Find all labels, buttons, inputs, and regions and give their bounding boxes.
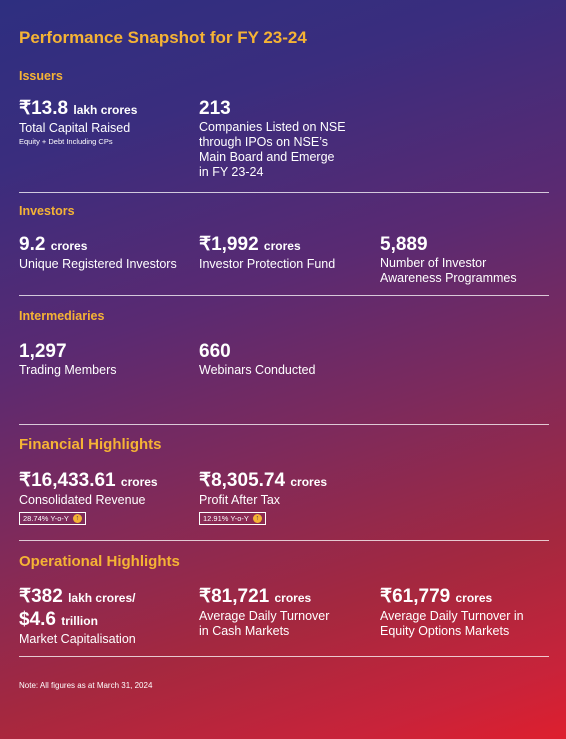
registered-investors-value: 9.2	[19, 234, 46, 255]
registered-investors-label: Unique Registered Investors	[19, 257, 177, 271]
profit-after-tax-value: ₹8,305.74	[199, 470, 286, 491]
options-turnover-unit: crores	[455, 591, 493, 605]
options-turnover-stat: ₹61,779 crores Average Daily Turnover in…	[380, 586, 524, 639]
awareness-programmes-value: 5,889	[380, 234, 428, 255]
webinars-stat: 660 Webinars Conducted	[199, 341, 316, 378]
awareness-programmes-line-2: Awareness Programmes	[380, 271, 517, 285]
market-cap-value-usd: $4.6	[19, 609, 56, 630]
protection-fund-stat: ₹1,992 crores Investor Protection Fund	[199, 234, 335, 272]
webinars-value: 660	[199, 341, 231, 362]
profit-growth-badge: 12.91% Y-o-Y ↑	[199, 512, 266, 525]
divider	[19, 295, 549, 296]
cash-turnover-value: ₹81,721	[199, 586, 270, 607]
market-cap-unit-inr: lakh crores/	[68, 591, 136, 605]
options-turnover-value: ₹61,779	[380, 586, 451, 607]
up-arrow-icon: ↑	[252, 514, 262, 523]
intermediaries-heading: Intermediaries	[19, 309, 105, 323]
profit-growth-text: 12.91% Y-o-Y	[203, 514, 249, 523]
issuers-heading: Issuers	[19, 69, 63, 83]
protection-fund-value: ₹1,992	[199, 234, 259, 255]
divider	[19, 192, 549, 193]
protection-fund-label: Investor Protection Fund	[199, 257, 336, 271]
cash-turnover-unit: crores	[274, 591, 312, 605]
companies-listed-line-3: Main Board and Emerge	[199, 150, 335, 164]
awareness-programmes-stat: 5,889 Number of Investor Awareness Progr…	[380, 234, 517, 286]
financial-highlights-heading: Financial Highlights	[19, 436, 162, 453]
footnote: Note: All figures as at March 31, 2024	[19, 681, 153, 690]
options-turnover-line-2: Equity Options Markets	[380, 624, 510, 638]
market-cap-label: Market Capitalisation	[19, 632, 136, 646]
awareness-programmes-line-1: Number of Investor	[380, 256, 487, 270]
trading-members-label: Trading Members	[19, 363, 117, 377]
companies-listed-value: 213	[199, 98, 231, 119]
webinars-label: Webinars Conducted	[199, 363, 316, 377]
total-capital-stat: ₹13.8 lakh crores Total Capital Raised E…	[19, 98, 137, 147]
options-turnover-line-1: Average Daily Turnover in	[380, 609, 524, 623]
divider	[19, 424, 549, 425]
revenue-growth-text: 28.74% Y-o-Y	[23, 514, 69, 523]
investors-heading: Investors	[19, 204, 75, 218]
cash-turnover-stat: ₹81,721 crores Average Daily Turnover in…	[199, 586, 329, 639]
protection-fund-unit: crores	[263, 239, 301, 253]
companies-listed-line-4: in FY 23-24	[199, 165, 264, 179]
consolidated-revenue-unit: crores	[120, 475, 158, 489]
cash-turnover-line-2: in Cash Markets	[199, 624, 290, 638]
cash-turnover-line-1: Average Daily Turnover	[199, 609, 330, 623]
page-title: Performance Snapshot for FY 23-24	[19, 28, 307, 47]
market-cap-stat: ₹382 lakh crores/ $4.6 trillion Market C…	[19, 586, 136, 647]
registered-investors-stat: 9.2 crores Unique Registered Investors	[19, 234, 177, 272]
divider	[19, 656, 549, 657]
total-capital-value: ₹13.8	[19, 98, 69, 119]
consolidated-revenue-label: Consolidated Revenue	[19, 493, 146, 507]
total-capital-label: Total Capital Raised	[19, 121, 131, 135]
profit-after-tax-unit: crores	[290, 475, 328, 489]
divider	[19, 540, 549, 541]
companies-listed-stat: 213 Companies Listed on NSE through IPOs…	[199, 98, 346, 180]
trading-members-stat: 1,297 Trading Members	[19, 341, 117, 378]
total-capital-sublabel: Equity + Debt Including CPs	[19, 137, 113, 146]
profit-after-tax-stat: ₹8,305.74 crores Profit After Tax 12.91%…	[199, 470, 327, 526]
profit-after-tax-label: Profit After Tax	[199, 493, 281, 507]
market-cap-value-inr: ₹382	[19, 586, 63, 607]
up-arrow-icon: ↑	[72, 514, 82, 523]
total-capital-unit: lakh crores	[73, 103, 138, 117]
total-capital-value-line: ₹13.8 lakh crores	[19, 98, 137, 121]
trading-members-value: 1,297	[19, 341, 67, 362]
operational-highlights-heading: Operational Highlights	[19, 553, 180, 570]
revenue-growth-badge: 28.74% Y-o-Y ↑	[19, 512, 86, 525]
companies-listed-line-1: Companies Listed on NSE	[199, 120, 346, 134]
consolidated-revenue-value: ₹16,433.61	[19, 470, 116, 491]
companies-listed-line-2: through IPOs on NSE’s	[199, 135, 329, 149]
consolidated-revenue-stat: ₹16,433.61 crores Consolidated Revenue 2…	[19, 470, 158, 526]
market-cap-unit-usd: trillion	[61, 614, 98, 628]
registered-investors-unit: crores	[50, 239, 88, 253]
